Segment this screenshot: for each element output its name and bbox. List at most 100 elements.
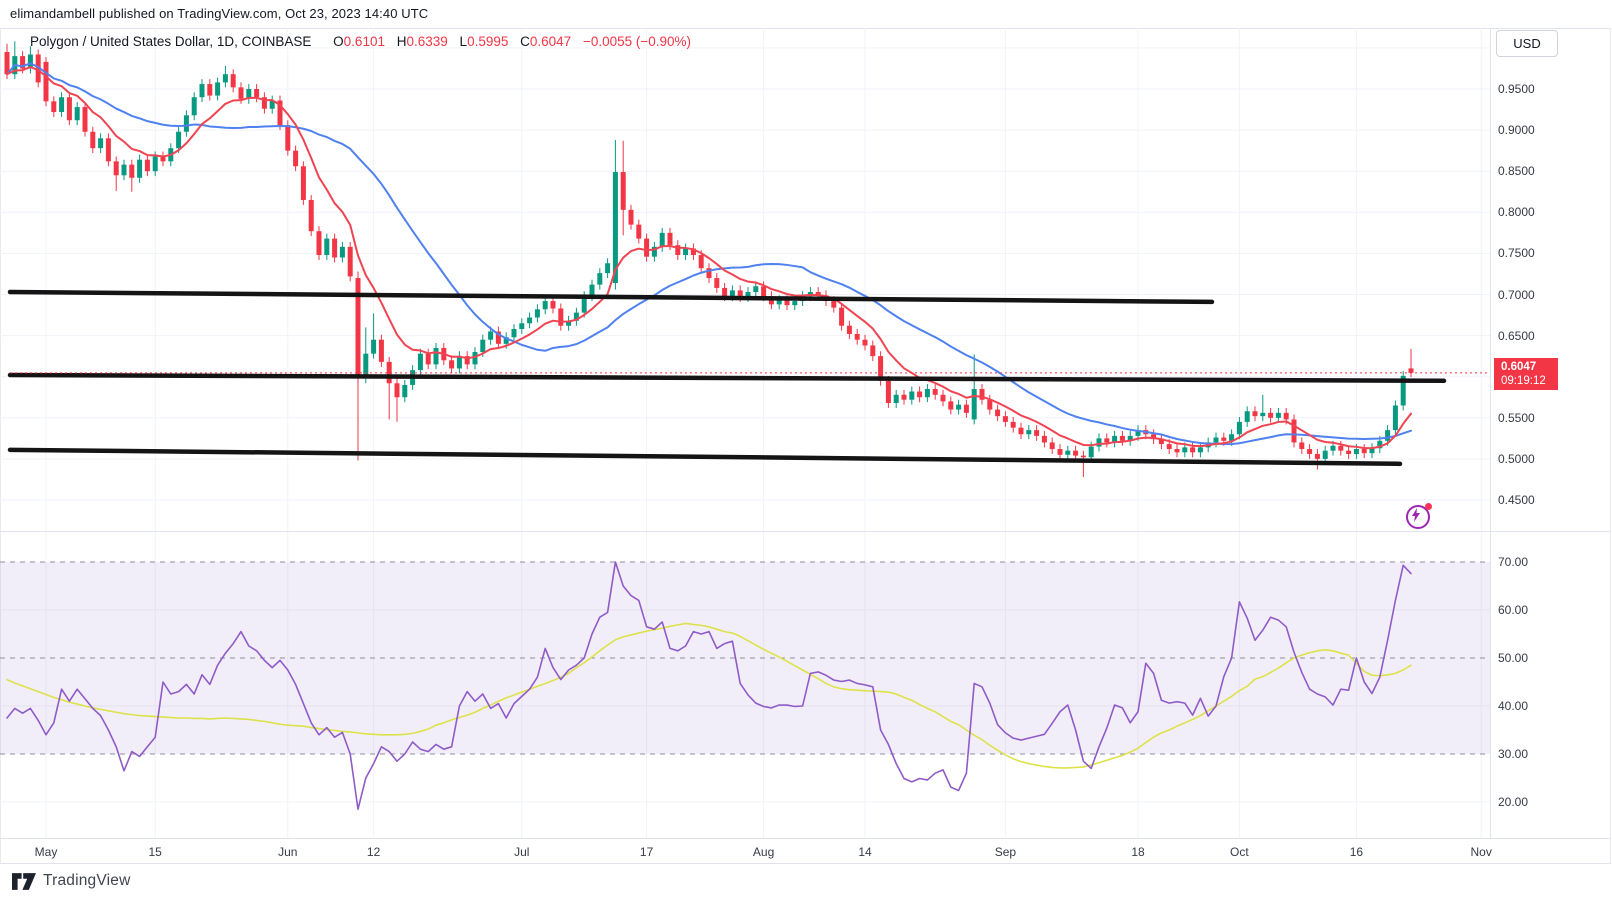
- candle: [597, 273, 603, 285]
- candle: [191, 97, 197, 116]
- candle: [761, 286, 767, 297]
- candle: [66, 97, 72, 121]
- candle: [1283, 412, 1289, 420]
- candle: [74, 107, 80, 121]
- candle: [1190, 447, 1196, 453]
- candle: [464, 356, 470, 365]
- candle: [4, 52, 10, 75]
- candle: [776, 300, 782, 305]
- price-axis-label: 0.4500: [1498, 493, 1535, 507]
- candle: [222, 74, 228, 83]
- candle: [394, 383, 400, 398]
- candle: [784, 300, 790, 306]
- pane-separator: [0, 838, 1611, 839]
- rsi-axis-label: 20.00: [1498, 795, 1529, 809]
- support-resistance-line[interactable]: [7, 447, 1403, 467]
- candle: [573, 312, 579, 321]
- candle: [620, 172, 626, 210]
- candle: [277, 100, 283, 126]
- time-axis-label: Sep: [994, 845, 1017, 859]
- ma-slow-line: [6, 62, 1412, 446]
- high-label: H: [396, 34, 407, 49]
- open-value: 0.6101: [343, 34, 385, 49]
- ma-fast-line: [6, 66, 1412, 450]
- candle: [269, 100, 275, 109]
- candle: [488, 331, 494, 340]
- candle: [417, 353, 423, 371]
- candle: [862, 339, 868, 346]
- candle: [511, 329, 517, 338]
- candle: [745, 292, 751, 297]
- time-axis-label: 16: [1349, 845, 1364, 859]
- candle: [870, 345, 876, 357]
- time-axis[interactable]: May 15 Jun 12 Jul 17 Aug 14 Sep 18 Oct 16 Nov: [0, 840, 1492, 864]
- candle: [1112, 435, 1118, 443]
- candle: [1353, 449, 1359, 454]
- candle: [378, 339, 384, 362]
- candle: [987, 399, 993, 410]
- candle: [815, 292, 821, 296]
- candle: [948, 401, 954, 410]
- candle: [1151, 434, 1157, 440]
- candle: [1260, 412, 1266, 417]
- candle: [152, 156, 158, 172]
- change-value: −0.0055 (−0.90%): [582, 34, 692, 49]
- candle: [1002, 416, 1008, 422]
- support-resistance-line[interactable]: [7, 372, 1447, 384]
- candle: [963, 404, 969, 413]
- rsi-line: [6, 561, 1412, 811]
- lightning-bolt-icon: [1412, 508, 1420, 522]
- time-axis-label: May: [34, 845, 58, 859]
- candle: [706, 268, 712, 279]
- candle: [659, 232, 665, 247]
- low-value: 0.5995: [467, 34, 509, 49]
- time-axis-label: 15: [148, 845, 162, 859]
- rsi-axis-label: 50.00: [1498, 651, 1529, 665]
- candle: [566, 320, 572, 326]
- candle: [43, 61, 49, 102]
- candle: [924, 389, 930, 398]
- candle: [558, 308, 564, 326]
- candle: [347, 246, 353, 277]
- candle: [1361, 449, 1367, 454]
- candle: [300, 166, 306, 200]
- chart-frame: [0, 28, 1611, 864]
- pane-separator: [1490, 28, 1491, 838]
- candle: [1275, 412, 1281, 418]
- price-axis-label: 0.9500: [1498, 82, 1535, 96]
- currency-button[interactable]: USD: [1496, 30, 1558, 57]
- rsi-axis-label: 40.00: [1498, 699, 1529, 713]
- footer-brand[interactable]: TradingView: [12, 872, 131, 890]
- time-axis-label: 12: [366, 845, 381, 859]
- candle: [979, 389, 985, 400]
- candle: [519, 323, 525, 330]
- candle: [885, 380, 891, 404]
- candle: [261, 97, 267, 109]
- candle: [1330, 445, 1336, 451]
- candle: [683, 248, 689, 256]
- candle: [503, 337, 509, 344]
- candle: [534, 309, 540, 318]
- candle: [230, 74, 236, 88]
- symbol-legend: Polygon / United States Dollar, 1D, COIN…: [30, 34, 691, 49]
- symbol-title[interactable]: Polygon / United States Dollar, 1D, COIN…: [30, 34, 312, 49]
- support-resistance-line[interactable]: [7, 289, 1215, 305]
- bar-countdown: 09:19:12: [1501, 375, 1546, 387]
- time-axis-label: Oct: [1230, 845, 1249, 859]
- candle: [1197, 447, 1203, 453]
- candle: [113, 161, 119, 176]
- candle: [90, 131, 96, 149]
- candle: [144, 159, 150, 172]
- candle: [1065, 450, 1071, 455]
- candle: [35, 54, 41, 83]
- candle: [1096, 438, 1102, 447]
- candle: [698, 255, 704, 269]
- idea-flash-marker[interactable]: [1406, 503, 1432, 529]
- candle: [20, 56, 26, 69]
- candle: [932, 389, 938, 395]
- candle: [402, 384, 408, 398]
- candle: [909, 391, 915, 400]
- candle: [472, 352, 478, 365]
- candle: [456, 356, 462, 369]
